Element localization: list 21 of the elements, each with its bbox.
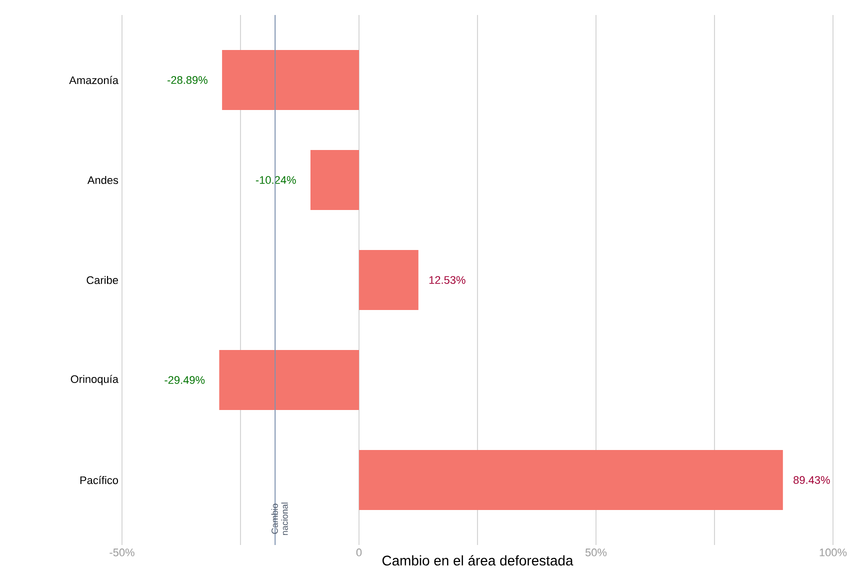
bar — [359, 450, 783, 510]
y-tick-label: Andes — [87, 176, 118, 184]
y-tick-label: Pacífico — [80, 476, 118, 484]
x-tick-label: -50% — [110, 548, 134, 556]
y-tick-label: Orinoquía — [70, 374, 118, 386]
bar — [222, 50, 360, 110]
y-tick-label: Amazonía — [69, 76, 118, 84]
data-label: 12.53% — [429, 276, 466, 284]
ref-line-label: Cambio nacional — [271, 502, 288, 535]
bar — [310, 150, 360, 210]
x-tick-label: 100% — [820, 548, 847, 556]
bar — [219, 350, 360, 410]
x-tick-label: 50% — [585, 548, 607, 556]
bar — [359, 250, 418, 310]
data-label: 89.43% — [794, 476, 830, 484]
data-label: -28.89% — [168, 76, 208, 84]
y-tick-label: Caribe — [86, 276, 118, 284]
data-label: -10.24% — [256, 176, 296, 184]
x-tick-label: 0 — [356, 548, 362, 556]
data-label: -29.49% — [164, 376, 205, 384]
x-axis-title: Cambio en el área deforestada — [382, 555, 574, 566]
